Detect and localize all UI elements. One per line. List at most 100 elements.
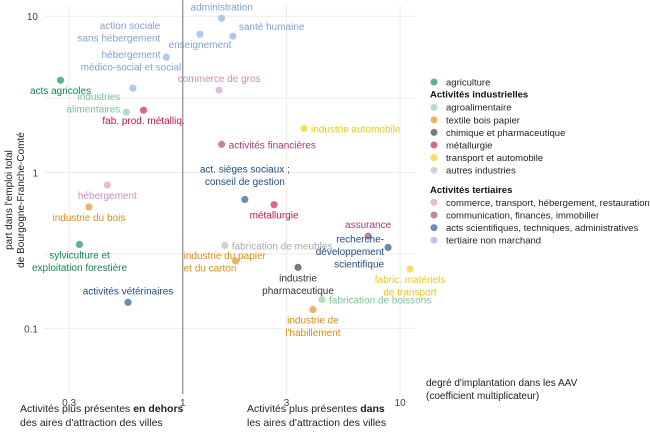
legend-marker: [430, 78, 438, 86]
data-label: scientifique: [334, 259, 384, 270]
legend-marker: [430, 224, 438, 232]
data-point: [364, 232, 372, 240]
data-label: enseignement: [169, 40, 232, 51]
data-point: [300, 124, 308, 133]
note-left-prefix: Activités plus présentes: [20, 403, 134, 415]
legend-marker: [430, 128, 438, 136]
data-label: industrie du papier: [184, 251, 267, 262]
data-point: [103, 181, 111, 189]
x-tick-label: 10: [395, 398, 407, 409]
legend-marker: [430, 198, 438, 206]
data-point: [309, 305, 317, 314]
data-label: activités financières: [229, 140, 316, 151]
y-tick-label: 1: [32, 168, 38, 179]
x-tick-label: 0.3: [62, 398, 76, 409]
data-point: [218, 14, 226, 22]
legend-marker: [430, 236, 438, 244]
data-label: fabrication de meubles: [232, 241, 333, 252]
data-label: act. sièges sociaux ;: [200, 164, 290, 175]
data-label: industrie du bois: [52, 213, 125, 224]
data-label: industrie automobile: [311, 124, 401, 135]
data-label: industrie: [279, 273, 317, 284]
y-axis-label-line: de Bourgogne-Franche-Comté: [16, 132, 27, 268]
data-label: de transport: [383, 288, 437, 299]
data-point: [196, 30, 204, 38]
legend-label: communication, finances, immobilier: [446, 211, 599, 222]
data-label: exploitation forestière: [32, 263, 127, 274]
legend-label: agroalimentaire: [446, 103, 511, 114]
data-label: commerce de gros: [178, 74, 261, 85]
data-label: médico-social et social: [81, 63, 182, 74]
data-point: [318, 295, 326, 304]
data-point: [221, 241, 229, 250]
legend-heading: Activités tertiaires: [430, 185, 512, 196]
data-label: assurance: [345, 220, 392, 231]
legend-label: chimique et pharmaceutique: [446, 128, 565, 139]
legend-marker: [430, 166, 438, 174]
data-label: l'habillement: [285, 328, 340, 339]
legend-label: transport et automobile: [446, 153, 543, 164]
x-tick-label: 3: [284, 398, 290, 409]
data-label: industries: [78, 92, 121, 103]
note-left-bold: en dehors: [133, 403, 184, 415]
x-axis-label-line: (coefficient multiplicateur): [426, 391, 539, 402]
data-label: acts agricoles: [30, 86, 91, 97]
data-label: sylviculture et: [49, 250, 110, 261]
note-inside-aav: Activités plus présentes dans les aires …: [247, 402, 386, 430]
note-outside-aav: Activités plus présentes en dehors des a…: [20, 402, 183, 430]
note-right-line2: les aires d'attraction des villes: [247, 417, 387, 429]
data-label: pharmaceutique: [262, 286, 334, 297]
data-label: fab. prod. métalliq.: [102, 116, 184, 127]
note-right-bold: dans: [360, 403, 385, 415]
data-point: [294, 263, 302, 271]
data-label: conseil de gestion: [205, 177, 285, 188]
legend-label: commerce, transport, hébergement, restau…: [446, 198, 650, 209]
data-point: [124, 298, 132, 306]
data-label: fabrication de boissons: [329, 296, 431, 307]
data-label: et du carton: [184, 264, 237, 275]
data-point: [406, 265, 414, 273]
data-point: [232, 257, 240, 265]
legend-label: textile bois papier: [446, 115, 520, 126]
legend-label: acts scientifiques, techniques, administ…: [446, 223, 638, 234]
y-axis-label-line: part dans l'emploi total: [4, 150, 15, 250]
legend-label: tertiaire non marchand: [446, 236, 541, 247]
data-label: administration: [191, 2, 253, 13]
y-tick-label: 10: [27, 12, 39, 23]
data-point: [215, 86, 223, 94]
data-label: hébergement: [78, 191, 137, 202]
data-label: développement: [316, 247, 385, 258]
note-left-line2: des aires d'attraction des villes: [20, 417, 163, 429]
legend-label: agriculture: [446, 78, 490, 89]
legend-marker: [430, 154, 438, 162]
data-point: [122, 108, 130, 116]
y-axis-label: part dans l'emploi totalde Bourgogne-Fra…: [4, 132, 27, 268]
note-right-prefix: Activités plus présentes: [247, 403, 361, 415]
data-point: [56, 76, 65, 84]
data-point: [270, 201, 278, 209]
data-label: métallurgie: [250, 211, 299, 222]
data-point: [218, 140, 226, 148]
data-label: sans hébergement: [77, 34, 160, 45]
data-point: [162, 53, 170, 61]
data-label: fabric. matériels: [375, 275, 446, 286]
data-label: hébergement: [101, 50, 160, 61]
legend-marker: [430, 103, 438, 111]
data-point: [241, 195, 249, 204]
legend-marker: [430, 141, 438, 149]
data-label: industrie de: [287, 316, 339, 327]
data-label: recherche-: [336, 234, 384, 245]
legend-label: métallurgie: [446, 141, 492, 152]
data-point: [139, 106, 148, 114]
data-point: [229, 32, 237, 40]
legend-label: autres industries: [446, 166, 516, 177]
y-tick-label: 0.1: [24, 324, 38, 335]
data-label: activités vétérinaires: [83, 286, 174, 297]
legend-marker: [430, 116, 438, 124]
data-label: alimentaires: [66, 105, 120, 116]
data-point: [384, 243, 392, 252]
legend-heading: Activités industrielles: [430, 90, 528, 101]
data-label: action sociale: [100, 21, 161, 32]
